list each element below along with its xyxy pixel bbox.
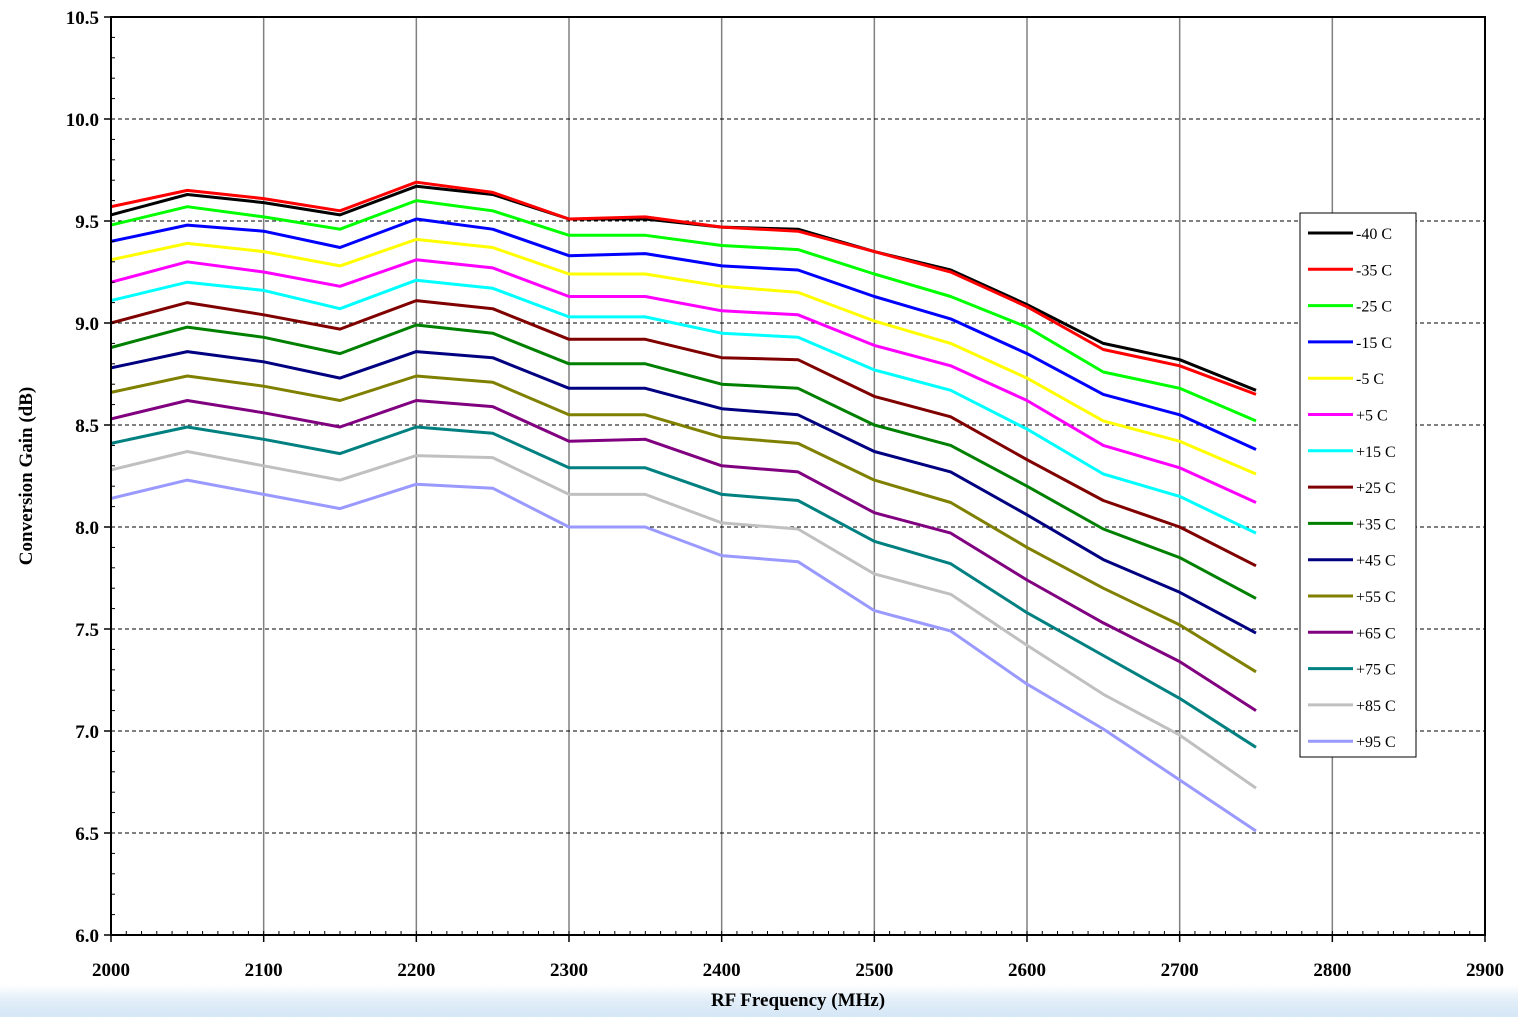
x-tick-labels: 2000 2100 2200 2300 2400 2500 2600 2700 2800 2900 [92,960,1504,981]
plot-area [111,17,1485,935]
legend-label: -5 C [1356,371,1384,388]
y-tick-label: 6.0 [75,926,99,947]
legend-label: +55 C [1356,589,1396,606]
x-tick-label: 2400 [703,960,741,981]
series-line [110,180,1257,396]
x-tick-label: 2300 [550,960,588,981]
y-tick-labels: 6.0 6.5 7.0 7.5 8.0 8.5 9.0 9.5 10.0 10.5 [66,8,99,947]
y-tick-label: 8.5 [75,416,99,437]
legend-box [1299,212,1417,758]
series-line [110,299,1257,568]
legend-label: +35 C [1356,516,1396,533]
y-tick-label: 8.0 [75,518,99,539]
legend-label: +45 C [1356,553,1396,570]
y-tick-label: 9.0 [75,314,99,335]
x-tick-label: 2100 [245,960,283,981]
y-axis-title: Conversion Gain (dB) [16,387,37,565]
legend-label: +95 C [1356,734,1396,751]
legend-label: -35 C [1356,262,1392,279]
series-lines [110,180,1257,833]
x-tick-label: 2800 [1313,960,1351,981]
y-tick-label: 10.5 [66,8,99,29]
x-axis-title: RF Frequency (MHz) [711,990,885,1011]
x-tick-label: 2500 [855,960,893,981]
x-tick-label: 2700 [1161,960,1199,981]
series-line [110,478,1257,833]
legend-label: -40 C [1356,226,1392,243]
series-line [110,237,1257,476]
legend-label: -25 C [1356,299,1392,316]
legend-label: +5 C [1356,408,1388,425]
series-line [110,323,1257,600]
grid-lines [111,17,1485,935]
y-tick-label: 10.0 [66,110,99,131]
y-tick-label: 7.0 [75,722,99,743]
legend-label: +75 C [1356,662,1396,679]
legend-label: +15 C [1356,444,1396,461]
series-line [110,425,1257,749]
legend-label: +65 C [1356,625,1396,642]
y-tick-label: 6.5 [75,824,99,845]
series-line [110,399,1257,712]
series-line [110,278,1257,535]
series-line [110,199,1257,423]
legend: -40 C -35 C -25 C -15 C -5 C +5 C +15 C +25 C +3… [1299,212,1417,758]
series-line [110,374,1257,674]
y-tick-label: 7.5 [75,620,99,641]
series-line [110,350,1257,635]
series-line [110,217,1257,451]
x-tick-label: 2900 [1466,960,1504,981]
legend-label: +85 C [1356,698,1396,715]
x-tick-label: 2000 [92,960,130,981]
series-line [110,258,1257,504]
x-tick-label: 2200 [397,960,435,981]
legend-label: +25 C [1356,480,1396,497]
series-line [110,450,1257,790]
y-tick-label: 9.5 [75,212,99,233]
x-tick-label: 2600 [1008,960,1046,981]
axis-ticks [104,16,1486,942]
legend-label: -15 C [1356,335,1392,352]
